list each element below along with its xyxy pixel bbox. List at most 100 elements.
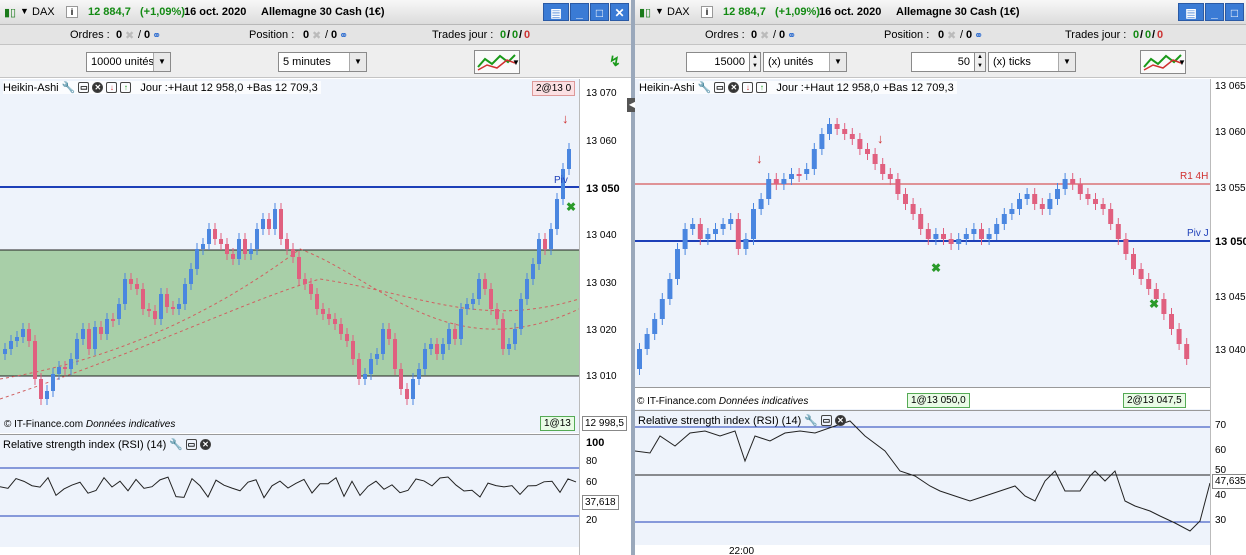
window-icon[interactable]: ▭: [185, 439, 197, 450]
units-select[interactable]: 10000 unités ▼: [86, 52, 171, 72]
cancel-orders-icon[interactable]: ✖: [760, 30, 770, 42]
indicators-button[interactable]: [474, 50, 520, 74]
instrument-name[interactable]: DAX: [32, 6, 55, 18]
trades-label: Trades jour :: [1065, 29, 1127, 41]
candle-body: [363, 374, 367, 379]
splitter[interactable]: [631, 0, 635, 555]
units-stepper[interactable]: ▲ ▼: [749, 52, 761, 72]
order-tag-top[interactable]: 2@13 0: [532, 81, 576, 96]
candle-body: [501, 319, 505, 349]
wrench-icon[interactable]: 🔧: [697, 82, 712, 94]
quote-date: 16 oct. 2020: [184, 6, 247, 18]
rsi-tick: 100: [586, 437, 605, 449]
minimize-button[interactable]: _: [570, 3, 589, 21]
info-icon[interactable]: i: [66, 6, 78, 18]
close-icon[interactable]: ✕: [92, 82, 104, 93]
candle-body: [321, 309, 325, 314]
indicator-name[interactable]: Heikin-Ashi: [639, 81, 695, 94]
wrench-icon[interactable]: 🔧: [804, 415, 818, 427]
price-change: (+1,09%): [775, 6, 820, 18]
cancel-orders-icon[interactable]: ✖: [125, 30, 135, 42]
chevron-down-icon: ▼: [153, 53, 170, 71]
rsi-title[interactable]: Relative strength index (RSI) (14): [3, 438, 167, 451]
indicator-name[interactable]: Heikin-Ashi: [3, 81, 59, 94]
price-axis[interactable]: 13 070 13 060 13 050 13 040 13 030 13 02…: [579, 79, 631, 555]
order-tag-left[interactable]: 1@13 050,0: [907, 393, 970, 408]
candle-body: [1047, 199, 1053, 209]
link-icon[interactable]: ⚭: [339, 30, 349, 42]
order-tag-bottom[interactable]: 1@13: [540, 416, 575, 431]
candle-body: [986, 234, 992, 239]
candle-body: [525, 279, 529, 299]
rsi-tick: 40: [1215, 490, 1227, 501]
ticks-input[interactable]: 50: [911, 52, 975, 72]
link-icon[interactable]: ⚭: [152, 30, 162, 42]
candle-body: [309, 284, 313, 294]
trades-count-3: 0: [1157, 29, 1164, 41]
time-label: 22:00: [729, 546, 755, 555]
units-type-select[interactable]: (x) unités ▼: [763, 52, 847, 72]
close-icon[interactable]: ✕: [199, 439, 211, 450]
period-select[interactable]: 5 minutes ▼: [278, 52, 367, 72]
rsi-title[interactable]: Relative strength index (RSI) (14): [638, 414, 802, 427]
chart-legend: Heikin-Ashi 🔧 ▭ ✕ ↓ ↑ Jour :+Haut 12 958…: [639, 81, 957, 94]
candle-body: [773, 179, 779, 184]
candle-body: [956, 239, 962, 244]
close-position-icon[interactable]: ✖: [312, 30, 322, 42]
market-name: Allemagne 30 Cash (1€): [896, 6, 1020, 18]
candle-body: [697, 224, 703, 239]
candle-body: [447, 329, 451, 344]
candle-body: [720, 224, 726, 229]
instrument-dropdown-icon[interactable]: ▼: [20, 6, 29, 16]
window-icon[interactable]: ▭: [820, 415, 832, 426]
menu-icon[interactable]: ▤: [1178, 3, 1204, 21]
close-icon[interactable]: ✕: [728, 82, 740, 93]
sell-signal-arrow: ↓: [756, 151, 763, 166]
ticks-type-select[interactable]: (x) ticks ▼: [988, 52, 1076, 72]
indicators-button[interactable]: [1140, 50, 1186, 74]
chevron-down-icon[interactable]: ▼: [1178, 58, 1186, 67]
chevron-down-icon[interactable]: ▼: [512, 58, 520, 67]
wrench-icon[interactable]: 🔧: [61, 82, 76, 94]
collapse-arrow-icon[interactable]: ◀: [627, 98, 637, 112]
link-icon[interactable]: ⚭: [974, 30, 984, 42]
candle-body: [453, 329, 457, 339]
arrow-down-icon[interactable]: ↓: [742, 82, 754, 93]
candle-body: [1070, 179, 1076, 184]
units-input[interactable]: 15000: [686, 52, 750, 72]
candle-body: [659, 299, 665, 319]
arrow-up-icon[interactable]: ↑: [120, 82, 132, 93]
order-tag-right[interactable]: 2@13 047,5: [1123, 393, 1186, 408]
rsi-panel[interactable]: Relative strength index (RSI) (14) 🔧 ▭ ✕: [0, 434, 579, 547]
candle-body: [297, 257, 301, 279]
wrench-icon[interactable]: 🔧: [169, 439, 183, 451]
close-position-icon[interactable]: ✖: [947, 30, 957, 42]
link-icon[interactable]: ⚭: [787, 30, 797, 42]
candle-body: [201, 244, 205, 249]
menu-icon[interactable]: ▤: [543, 3, 569, 21]
candle-body: [963, 234, 969, 239]
minimize-button[interactable]: _: [1205, 3, 1224, 21]
candle-body: [159, 294, 163, 319]
price-chart[interactable]: ↓ ✖ Heikin-Ashi 🔧 ▭ ✕ ↓ ↑ Jour :+Haut 12 …: [0, 79, 579, 433]
price-axis[interactable]: 13 065 13 060 13 055 13 050 13 045 13 04…: [1210, 79, 1246, 555]
window-icon[interactable]: ▭: [78, 82, 90, 93]
chart-legend: Heikin-Ashi 🔧 ▭ ✕ ↓ ↑ Jour :+Haut 12 958…: [3, 81, 321, 94]
candle-body: [285, 239, 289, 249]
info-icon[interactable]: i: [701, 6, 713, 18]
candle-body: [33, 341, 37, 379]
sync-icon[interactable]: ↯: [609, 53, 621, 69]
price-chart[interactable]: ↓ ↓ ✖ ✖ Heikin-Ashi 🔧 ▭ ✕ ↓ ↑ Jour :+Haut 1…: [635, 79, 1210, 410]
instrument-name[interactable]: DAX: [667, 6, 690, 18]
restore-button[interactable]: □: [590, 3, 609, 21]
arrow-down-icon[interactable]: ↓: [106, 82, 118, 93]
close-button[interactable]: ✕: [610, 3, 629, 21]
close-icon[interactable]: ✕: [834, 415, 846, 426]
candle-body: [1024, 194, 1030, 199]
rsi-panel[interactable]: Relative strength index (RSI) (14) 🔧 ▭ ✕: [635, 410, 1210, 545]
window-icon[interactable]: ▭: [714, 82, 726, 93]
instrument-dropdown-icon[interactable]: ▼: [655, 6, 664, 16]
restore-button[interactable]: □: [1225, 3, 1244, 21]
ticks-stepper[interactable]: ▲ ▼: [974, 52, 986, 72]
arrow-up-icon[interactable]: ↑: [756, 82, 768, 93]
